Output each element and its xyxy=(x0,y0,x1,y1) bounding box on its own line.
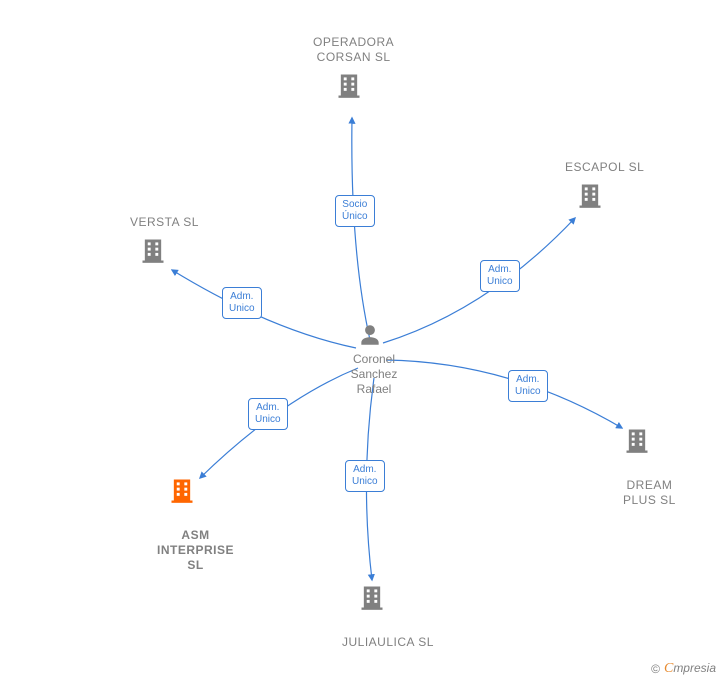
building-icon xyxy=(168,474,196,506)
edge-line xyxy=(386,360,622,428)
company-node-escapol xyxy=(576,179,604,211)
edge-label: Socio Único xyxy=(335,195,375,227)
company-label-operadora: OPERADORA CORSAN SL xyxy=(313,35,394,65)
company-label-versta: VERSTA SL xyxy=(130,215,199,230)
company-label-dream: DREAM PLUS SL xyxy=(623,478,676,508)
company-node-asm xyxy=(168,474,196,506)
edge-line xyxy=(383,218,575,343)
building-icon xyxy=(623,424,651,456)
company-label-juliaulica: JULIAULICA SL xyxy=(342,635,434,650)
person-icon xyxy=(357,320,383,350)
edge-label: Adm. Unico xyxy=(248,398,288,430)
company-node-juliaulica xyxy=(358,581,386,613)
company-node-versta xyxy=(139,234,167,266)
edge-label: Adm. Unico xyxy=(480,260,520,292)
building-icon xyxy=(358,581,386,613)
building-icon xyxy=(139,234,167,266)
edge-label: Adm. Unico xyxy=(508,370,548,402)
edge-label: Adm. Unico xyxy=(345,460,385,492)
company-label-asm: ASM INTERPRISE SL xyxy=(157,528,234,573)
building-icon xyxy=(576,179,604,211)
building-icon xyxy=(335,69,363,101)
edge-line xyxy=(352,118,370,340)
company-label-escapol: ESCAPOL SL xyxy=(565,160,644,175)
edge-line xyxy=(172,270,356,348)
center-person-label: Coronel Sanchez Rafael xyxy=(348,352,400,397)
company-node-dream xyxy=(623,424,651,456)
company-node-operadora xyxy=(335,69,363,101)
footer: © Cmpresia xyxy=(651,661,716,677)
edge-label: Adm. Unico xyxy=(222,287,262,319)
brand-logo: Cmpresia xyxy=(664,661,716,677)
copyright-symbol: © xyxy=(651,662,660,676)
